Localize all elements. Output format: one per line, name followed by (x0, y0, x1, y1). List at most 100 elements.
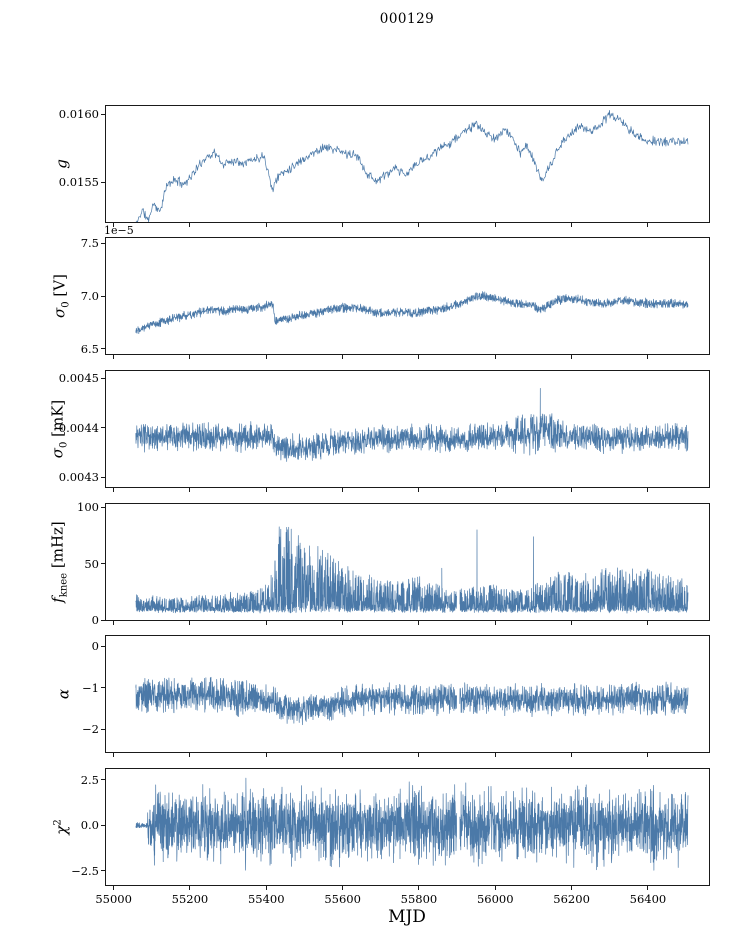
x-tick-label: 55000 (95, 892, 132, 906)
x-tick-mark (342, 753, 344, 757)
x-tick-mark (494, 355, 496, 359)
x-tick-mark (189, 355, 191, 359)
y-tick-label: 50 (84, 556, 99, 571)
x-tick-mark (647, 223, 649, 227)
x-tick-mark (647, 621, 649, 625)
subplot-chi2: χ2 −2.5 0.0 2.5 55000 55200 55400 55600 55800 56… (53, 768, 710, 906)
chi2-series-line (135, 777, 689, 871)
y-tick-label: 0.0 (80, 818, 99, 833)
x-tick-mark (342, 355, 344, 359)
x-tick-mark (571, 753, 573, 757)
y-tick-label: 6.5 (80, 341, 99, 356)
ylabel-symbol: g (52, 159, 71, 169)
y-tick-mark (101, 563, 105, 565)
subplot-sigma0-v: 1e−5 σ0 [V] 6.5 7.0 7.5 (51, 224, 710, 359)
y-tick-mark (101, 619, 105, 621)
y-tick-mark (101, 687, 105, 689)
x-tick-mark (647, 488, 649, 492)
x-tick-mark (647, 886, 649, 890)
y-tick-label: −1 (82, 680, 99, 695)
subplot-fknee: fknee [mHz] 0 50 100 (49, 500, 710, 627)
x-tick-mark (418, 223, 420, 227)
y-tick-mark (101, 824, 105, 826)
x-tick-mark (494, 886, 496, 890)
y-tick-label: 0.0043 (58, 470, 99, 485)
y-tick-label: −2 (82, 722, 99, 737)
x-tick-label: 56000 (476, 892, 514, 906)
y-tick-mark (101, 113, 105, 115)
x-tick-mark (265, 753, 267, 757)
x-tick-label: 56400 (629, 892, 667, 906)
y-tick-mark (101, 476, 105, 478)
ylabel-symbol: χ (52, 825, 71, 835)
x-tick-mark (571, 621, 573, 625)
y-axis-label-chi2: χ2 (52, 819, 71, 835)
x-tick-label: 55200 (171, 892, 209, 906)
ylabel-symbol: σ (50, 307, 69, 318)
x-tick-mark (189, 886, 191, 890)
y-tick-label: 0 (91, 613, 99, 627)
y-tick-mark (101, 728, 105, 730)
y-tick-label: 100 (77, 500, 99, 515)
fknee-series-line (135, 526, 689, 614)
x-tick-mark (418, 753, 420, 757)
y-tick-mark (101, 348, 105, 350)
x-tick-mark (342, 488, 344, 492)
x-tick-mark (113, 223, 115, 227)
y-tick-label: 0.0045 (58, 371, 99, 386)
x-tick-label: 55600 (324, 892, 361, 906)
x-tick-mark (418, 488, 420, 492)
y-tick-label: 2.5 (80, 772, 99, 787)
x-tick-mark (571, 488, 573, 492)
x-tick-mark (113, 753, 115, 757)
x-tick-mark (647, 355, 649, 359)
x-tick-mark (342, 223, 344, 227)
x-tick-mark (265, 621, 267, 625)
x-tick-mark (189, 621, 191, 625)
x-tick-mark (189, 488, 191, 492)
x-tick-mark (418, 886, 420, 890)
y-tick-label: 0.0044 (58, 420, 99, 435)
y-tick-mark (101, 377, 105, 379)
sigma0-v-series-line (135, 291, 689, 335)
x-tick-mark (571, 223, 573, 227)
x-tick-mark (571, 355, 573, 359)
x-tick-label: 56200 (553, 892, 590, 906)
x-tick-mark (189, 223, 191, 227)
x-tick-mark (418, 355, 420, 359)
y-tick-mark (101, 870, 105, 871)
x-tick-mark (265, 886, 267, 890)
x-tick-mark (647, 753, 649, 757)
subplot-alpha: α 0 −1 −2 (55, 635, 710, 757)
x-tick-mark (113, 355, 115, 359)
x-tick-mark (342, 621, 344, 625)
y-axis-label-g: g (53, 159, 74, 169)
y-axis-offset-label: 1e−5 (104, 224, 134, 237)
x-tick-mark (494, 753, 496, 757)
y-tick-mark (101, 295, 105, 297)
alpha-series-line (135, 676, 689, 726)
x-axis-label: MJD (388, 907, 426, 927)
y-tick-label: 7.5 (80, 236, 99, 251)
x-tick-mark (342, 886, 344, 890)
ylabel-symbol: α (54, 688, 73, 700)
y-tick-mark (101, 506, 105, 508)
y-tick-mark (101, 427, 105, 429)
g-series-line (135, 109, 689, 222)
y-axis-label-sigma0-v: σ0 [V] (50, 274, 72, 318)
x-tick-mark (571, 886, 573, 890)
y-tick-mark (101, 181, 105, 183)
x-tick-mark (189, 753, 191, 757)
x-tick-mark (494, 621, 496, 625)
y-tick-label: −2.5 (71, 863, 99, 878)
y-tick-label: 0.0155 (58, 175, 99, 190)
x-tick-mark (494, 223, 496, 227)
x-tick-label: 55400 (247, 892, 285, 906)
y-axis-label-alpha: α (55, 689, 76, 699)
x-tick-mark (265, 355, 267, 359)
subplot-sigma0-mk: σ0 [mK] 0.0043 0.0044 0.0045 (49, 370, 710, 492)
y-tick-mark (101, 242, 105, 244)
x-tick-mark (494, 488, 496, 492)
y-tick-mark (101, 779, 105, 781)
x-tick-mark (265, 223, 267, 227)
